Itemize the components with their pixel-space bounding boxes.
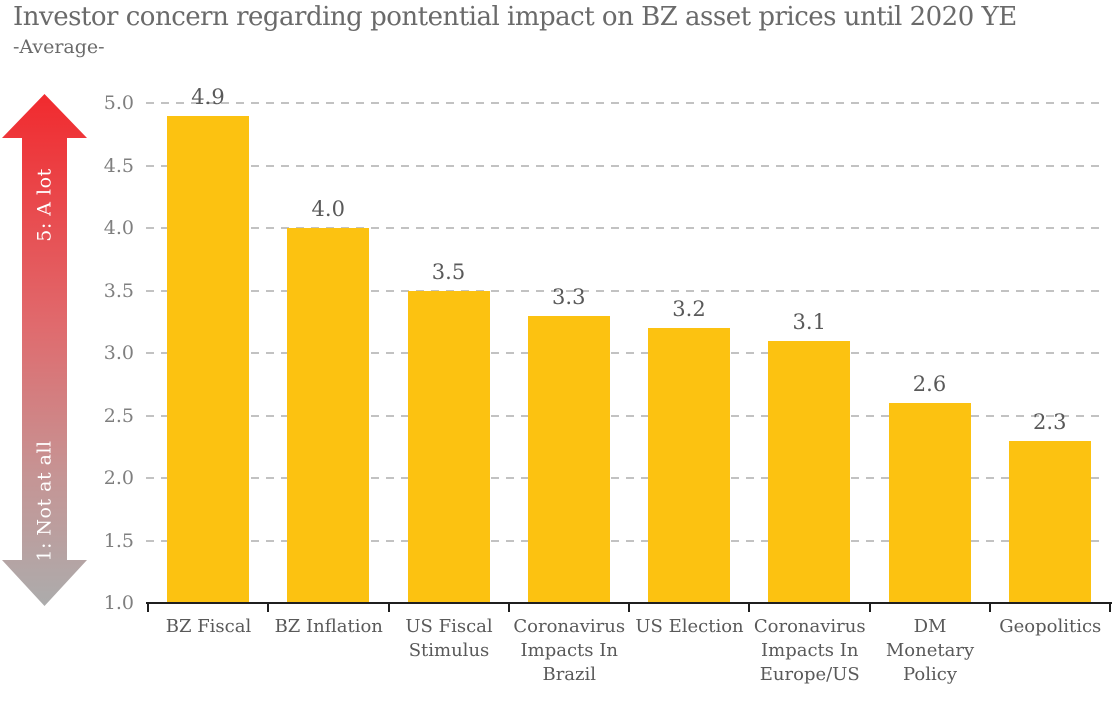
bar-value-label: 3.5 <box>431 259 466 284</box>
scale-top-label: 5: A lot <box>34 168 56 241</box>
y-axis-tick-label: 4.0 <box>103 217 134 239</box>
x-axis-tick <box>267 603 270 612</box>
bar-value-label: 3.3 <box>552 284 586 309</box>
bar-coronavirus-impacts-in-brazil <box>527 315 610 603</box>
gridline-2.0 <box>146 477 1106 479</box>
x-axis-tick <box>1109 603 1111 612</box>
x-axis-category-label: Coronavirus Impacts In Europe/US <box>753 616 866 685</box>
bar-us-election <box>648 328 730 603</box>
x-axis-category-label: Geopolitics <box>999 616 1102 637</box>
x-axis-tick <box>868 603 871 612</box>
y-axis-tick-label: 3.5 <box>103 279 134 302</box>
scale-bottom-label: 1: Not at all <box>34 440 56 561</box>
bar-bz-fiscal <box>167 115 249 603</box>
x-axis-category-label: BZ Fiscal <box>165 616 252 637</box>
chart-subtitle: -Average- <box>13 36 105 58</box>
bar-value-label: 4.9 <box>191 84 225 109</box>
x-axis-category-label: BZ Inflation <box>274 616 383 637</box>
x-axis-category-label: DM Monetary Policy <box>885 616 975 685</box>
y-axis-tick-label: 2.0 <box>103 467 134 489</box>
bar-geopolitics <box>1008 440 1091 603</box>
bar-us-fiscal-stimulus <box>407 290 490 603</box>
y-axis-tick-label: 4.5 <box>103 154 134 177</box>
gridline-2.5 <box>146 414 1106 417</box>
bar-dm-monetary-policy <box>888 403 971 603</box>
bar-coronavirus-impacts-in-europe-us <box>768 340 851 603</box>
gridline-4.5 <box>146 164 1106 167</box>
gridline-3.5 <box>146 289 1106 292</box>
x-axis-tick <box>147 603 149 612</box>
double-arrow-shape <box>2 94 87 606</box>
y-axis-tick-label: 1.0 <box>103 592 134 614</box>
y-axis-tick-label: 2.5 <box>103 404 134 427</box>
bar-value-label: 4.0 <box>311 197 345 221</box>
x-axis-tick <box>988 603 991 612</box>
x-axis-category-label: US Election <box>635 616 744 637</box>
x-axis-tick <box>748 603 751 612</box>
chart-title: Investor concern regarding pontential im… <box>13 2 1017 32</box>
gridline-4.0 <box>146 227 1106 229</box>
bar-value-label: 3.1 <box>792 309 826 334</box>
gridline-1.5 <box>146 539 1106 542</box>
gridline-5.0 <box>146 102 1106 104</box>
bar-value-label: 3.2 <box>672 297 706 321</box>
x-axis-tick <box>387 603 390 612</box>
scale-arrow: 5: A lot 1: Not at all <box>2 94 87 606</box>
bar-value-label: 2.3 <box>1033 409 1067 434</box>
x-axis-tick <box>628 603 630 612</box>
gridline-3.0 <box>146 352 1106 354</box>
x-axis-tick <box>507 603 510 612</box>
bar-bz-inflation <box>287 228 370 603</box>
y-axis-tick-label: 3.0 <box>103 342 134 364</box>
x-axis-category-label: Coronavirus Impacts In Brazil <box>513 616 626 685</box>
y-axis-tick-label: 5.0 <box>103 92 134 114</box>
bar-value-label: 2.6 <box>912 372 947 396</box>
x-axis-category-label: US Fiscal Stimulus <box>405 616 493 661</box>
y-axis-tick-label: 1.5 <box>103 529 134 552</box>
